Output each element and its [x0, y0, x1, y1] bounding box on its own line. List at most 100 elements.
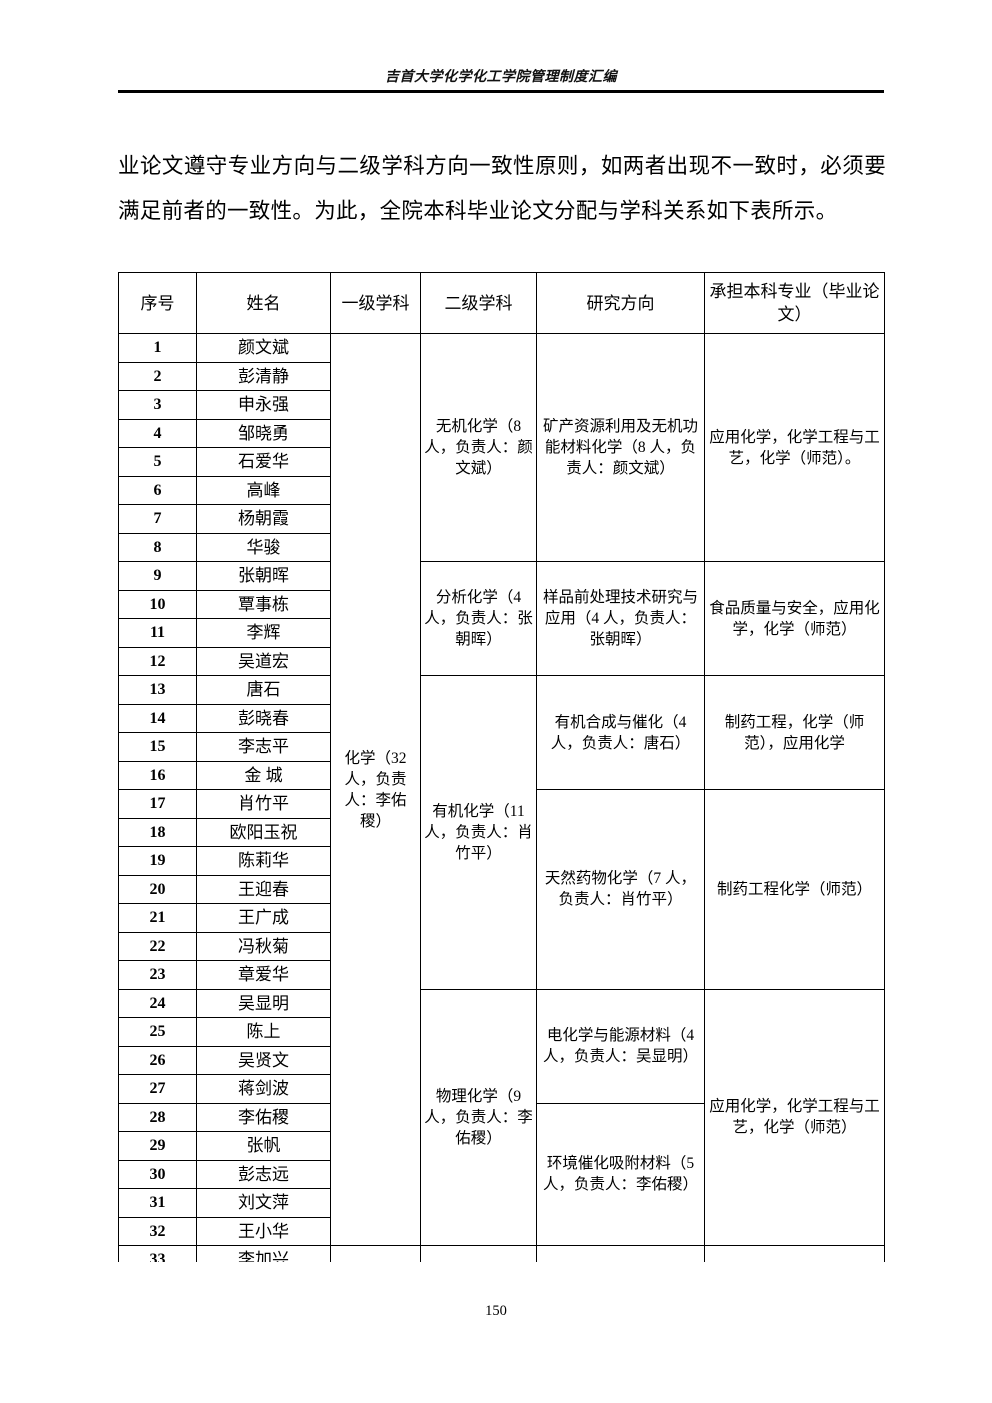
cell-name: 杨朝霞: [196, 504, 331, 534]
table-row: 24 吴显明 物理化学（9 人，负责人：李佑稷） 电化学与能源材料（4 人，负责…: [118, 988, 885, 1246]
cell-name: 陈上: [196, 1017, 331, 1047]
cell-name: 冯秋菊: [196, 931, 331, 961]
cell-level2-physical: 物理化学（9 人，负责人：李佑稷）: [420, 988, 537, 1246]
cell-index: 6: [118, 475, 197, 505]
table-row: 12 吴道宏: [118, 646, 885, 676]
cell-name: 彭清静: [196, 361, 331, 391]
cell-name: 欧阳玉祝: [196, 817, 331, 847]
cell-direction-env-catalysis: 环境催化吸附材料（5 人，负责人：李佑稷）: [536, 1102, 705, 1246]
header-name: 姓名: [196, 272, 331, 334]
table-row: 29 张帆: [118, 1131, 885, 1161]
table-row: 13 唐石 有机化学（11 人，负责人：肖竹平） 有机合成与催化（4 人，负责人…: [118, 675, 885, 990]
cell-name: 李加兴: [196, 1245, 331, 1262]
cell-index: 3: [118, 390, 197, 420]
running-header: 吉首大学化学化工学院管理制度汇编: [385, 70, 617, 85]
cell-index: 4: [118, 418, 197, 448]
header-divider-rule: [118, 90, 884, 93]
table-row: 9 张朝晖 分析化学（4 人，负责人：张朝晖） 样品前处理技术研究与应用（4 人…: [118, 561, 885, 676]
cell-index: 16: [118, 760, 197, 790]
cell-index: 22: [118, 931, 197, 961]
page-number: 150: [485, 1303, 507, 1319]
header-major: 承担本科专业（毕业论文）: [704, 272, 885, 334]
cell-index: 21: [118, 903, 197, 933]
table-row: 33 李加兴 林业工程（13 人，负责人： 森林食品加工与利用（13 人，负责人…: [118, 1245, 885, 1262]
cell-index: 8: [118, 532, 197, 562]
cell-name: 吴道宏: [196, 646, 331, 676]
cell-name: 吴显明: [196, 988, 331, 1018]
cell-index: 23: [118, 960, 197, 990]
table-row: 11 李辉: [118, 618, 885, 648]
cell-index: 9: [118, 561, 197, 591]
cell-index: 7: [118, 504, 197, 534]
table-row: 7 杨朝霞: [118, 504, 885, 534]
cell-name: 蒋剑波: [196, 1074, 331, 1104]
table-row: 3 申永强: [118, 390, 885, 420]
cell-index: 27: [118, 1074, 197, 1104]
cell-index: 15: [118, 732, 197, 762]
cell-direction-electrochem: 电化学与能源材料（4 人，负责人：吴显明）: [536, 988, 705, 1104]
cell-name: 王迎春: [196, 874, 331, 904]
table-clip-region: 序号 姓名 一级学科 二级学科 研究方向 承担本科专业（毕业论文） 1 颜文斌 …: [118, 272, 885, 1262]
cell-name: 王广成: [196, 903, 331, 933]
table-row: 27 蒋剑波: [118, 1074, 885, 1104]
cell-name: 石爱华: [196, 447, 331, 477]
cell-level2-organic: 有机化学（11 人，负责人：肖竹平）: [420, 675, 537, 990]
cell-name: 金 城: [196, 760, 331, 790]
table-row: 21 王广成: [118, 903, 885, 933]
table-row: 30 彭志远: [118, 1159, 885, 1189]
cell-index: 12: [118, 646, 197, 676]
cell-index: 24: [118, 988, 197, 1018]
cell-major-group-6: 食品科学与工程，食品质量与安全: [704, 1245, 885, 1262]
table-row: 8 华骏: [118, 532, 885, 562]
cell-name: 邹晓勇: [196, 418, 331, 448]
cell-name: 王小华: [196, 1216, 331, 1246]
cell-name: 李志平: [196, 732, 331, 762]
cell-index: 1: [118, 333, 197, 363]
header-level2: 二级学科: [420, 272, 537, 334]
cell-name: 刘文萍: [196, 1188, 331, 1218]
cell-name: 彭晓春: [196, 703, 331, 733]
table-row: 23 章爱华: [118, 960, 885, 990]
cell-name: 张朝晖: [196, 561, 331, 591]
cell-index: 2: [118, 361, 197, 391]
cell-index: 5: [118, 447, 197, 477]
cell-name: 高峰: [196, 475, 331, 505]
cell-index: 31: [118, 1188, 197, 1218]
cell-index: 19: [118, 846, 197, 876]
cell-index: 13: [118, 675, 197, 705]
cell-name: 唐石: [196, 675, 331, 705]
cell-major-group-1: 应用化学，化学工程与工艺，化学（师范）。: [704, 333, 885, 562]
cell-index: 11: [118, 618, 197, 648]
cell-index: 25: [118, 1017, 197, 1047]
cell-level2-analytical: 分析化学（4 人，负责人：张朝晖）: [420, 561, 537, 676]
cell-index: 30: [118, 1159, 197, 1189]
cell-index: 20: [118, 874, 197, 904]
cell-name: 李佑稷: [196, 1102, 331, 1132]
cell-direction-synthesis: 有机合成与催化（4 人，负责人：唐石）: [536, 675, 705, 790]
cell-direction-lipid-protein: 功能性油脂及蛋白质工程（7 人，负责人：李加兴）: [536, 1245, 705, 1262]
cell-name: 覃事栋: [196, 589, 331, 619]
cell-index: 29: [118, 1131, 197, 1161]
table-row: 31 刘文萍: [118, 1188, 885, 1218]
table-row: 28 李佑稷 环境催化吸附材料（5 人，负责人：李佑稷）: [118, 1102, 885, 1246]
cell-name: 吴贤文: [196, 1045, 331, 1075]
table-row: 1 颜文斌 化学（32 人，负责人：李佑稷） 无机化学（8 人，负责人：颜文斌）…: [118, 333, 885, 1246]
cell-index: 32: [118, 1216, 197, 1246]
cell-level1-chemistry: 化学（32 人，负责人：李佑稷）: [330, 333, 421, 1246]
cell-name: 申永强: [196, 390, 331, 420]
cell-index: 14: [118, 703, 197, 733]
discipline-allocation-table: 序号 姓名 一级学科 二级学科 研究方向 承担本科专业（毕业论文） 1 颜文斌 …: [118, 272, 885, 1262]
cell-level2-forest-food: 森林食品加工与利用（13 人，负责人：李加: [420, 1245, 537, 1262]
header-index: 序号: [118, 272, 197, 334]
cell-name: 陈莉华: [196, 846, 331, 876]
cell-name: 彭志远: [196, 1159, 331, 1189]
cell-major-group-2: 食品质量与安全，应用化学，化学（师范）: [704, 561, 885, 676]
cell-name: 张帆: [196, 1131, 331, 1161]
table-row: 19 陈莉华: [118, 846, 885, 876]
cell-index: 33: [118, 1245, 197, 1262]
cell-level2-inorganic: 无机化学（8 人，负责人：颜文斌）: [420, 333, 537, 562]
cell-major-group-4: 制药工程化学（师范）: [704, 789, 885, 990]
header-level1: 一级学科: [330, 272, 421, 334]
cell-name: 章爱华: [196, 960, 331, 990]
